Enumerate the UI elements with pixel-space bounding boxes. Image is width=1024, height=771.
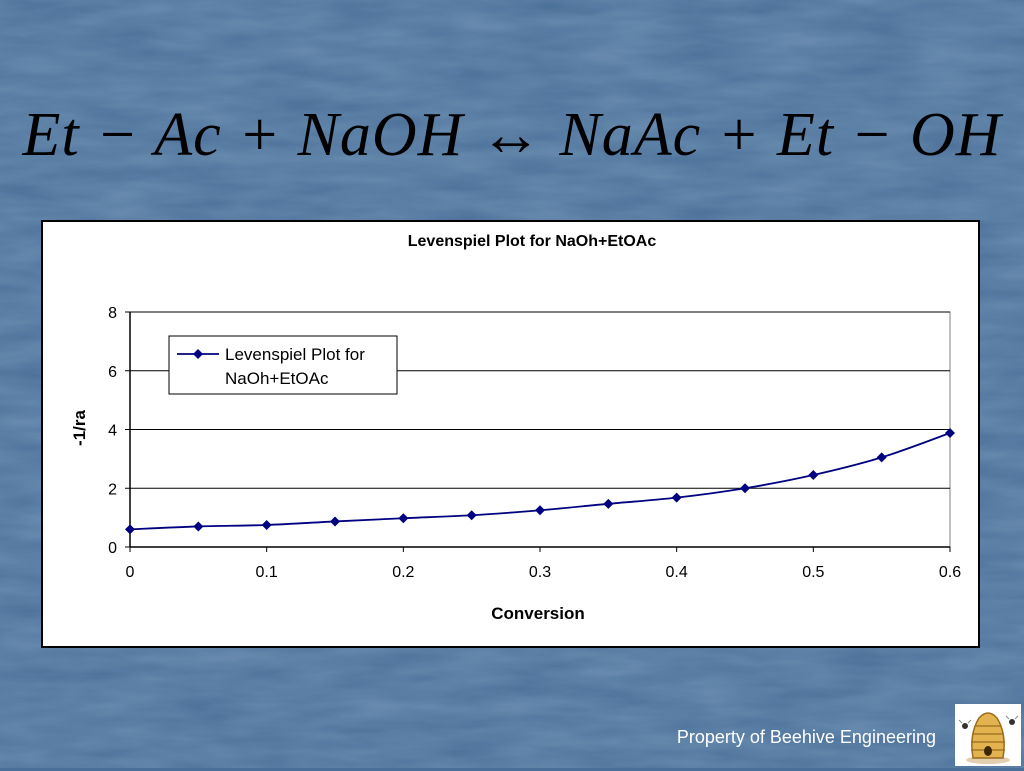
- chart-title: Levenspiel Plot for NaOh+EtOAc: [408, 233, 657, 250]
- data-point: [671, 492, 682, 503]
- data-point: [466, 510, 477, 521]
- data-point: [125, 524, 135, 535]
- data-point: [398, 513, 409, 524]
- data-point: [261, 519, 272, 530]
- y-axis-label: -1/ra: [70, 410, 89, 446]
- y-tick-label: 2: [108, 481, 117, 498]
- legend-box: [168, 335, 398, 395]
- x-tick-label: 0.2: [392, 564, 414, 581]
- data-point: [945, 428, 955, 439]
- reaction-equation: Et − Ac + NaOH ↔ NaAc + Et − OH: [22, 101, 1002, 169]
- legend-label: Levenspiel Plot for: [225, 345, 365, 364]
- x-tick-label: 0.3: [529, 564, 551, 581]
- chart-frame: Levenspiel Plot for NaOh+EtOAc Conversio…: [41, 220, 980, 648]
- levenspiel-chart: Levenspiel Plot for NaOh+EtOAc Conversio…: [70, 233, 961, 623]
- legend-label: NaOh+EtOAc: [225, 369, 329, 388]
- y-tick-label: 0: [108, 540, 117, 557]
- x-tick-label: 0: [126, 564, 135, 581]
- y-tick-label: 4: [108, 423, 117, 440]
- data-point: [740, 483, 750, 494]
- data-point: [193, 521, 204, 532]
- x-tick-label: 0.4: [666, 564, 688, 581]
- legend-marker: [193, 349, 203, 359]
- y-tick-label: 6: [108, 364, 117, 381]
- data-point: [808, 470, 819, 481]
- data-point: [876, 452, 887, 463]
- y-tick-label: 8: [108, 305, 117, 322]
- data-point: [330, 516, 340, 527]
- x-tick-label: 0.5: [802, 564, 824, 581]
- beehive-logo: [955, 704, 1021, 766]
- data-point: [535, 505, 545, 516]
- data-point: [603, 498, 614, 509]
- x-tick-label: 0.6: [939, 564, 961, 581]
- beehive-icon: [958, 712, 1019, 764]
- footer-text: Property of Beehive Engineering: [676, 727, 936, 747]
- x-tick-label: 0.1: [256, 564, 278, 581]
- x-axis-label: Conversion: [491, 604, 585, 623]
